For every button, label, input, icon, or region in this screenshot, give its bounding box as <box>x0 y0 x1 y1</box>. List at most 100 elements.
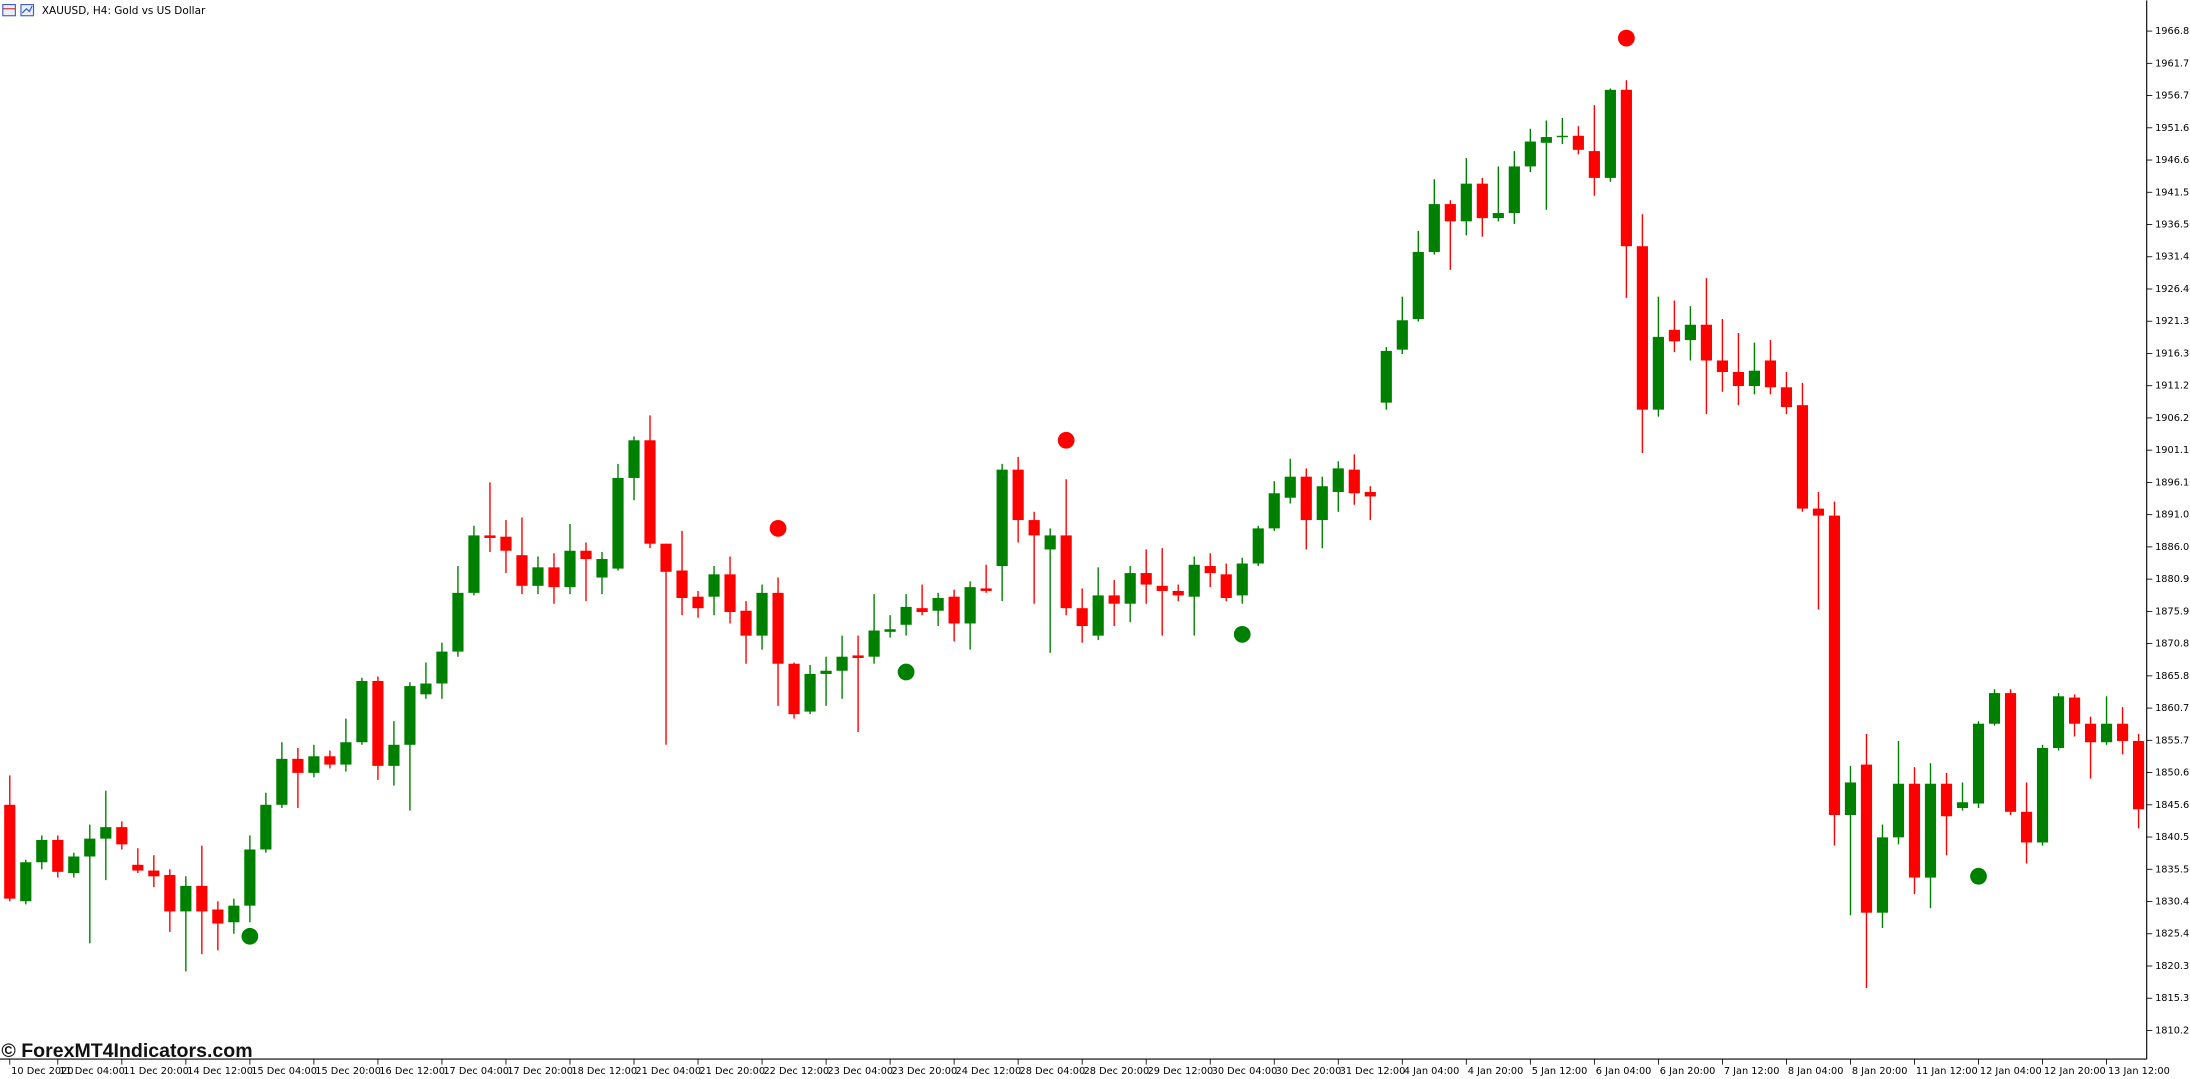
signal-dot <box>1057 431 1075 449</box>
candle-body <box>404 686 416 745</box>
candle-body <box>1348 469 1360 494</box>
candle-body <box>772 592 784 664</box>
candle-body <box>2084 723 2097 743</box>
candle-body <box>1604 89 1616 178</box>
candle-body <box>1428 204 1440 252</box>
signal-dot <box>1233 625 1251 643</box>
candle-body <box>1556 135 1568 138</box>
candle-body <box>676 570 688 598</box>
x-tick-label: 22 Dec 12:00 <box>763 1066 829 1077</box>
candle-body <box>1108 595 1120 604</box>
candle-body <box>1524 141 1536 167</box>
y-tick-label: 1880.95 <box>2155 574 2190 585</box>
x-tick-label: 30 Dec 04:00 <box>1212 1066 1278 1077</box>
y-tick-label: 1810.25 <box>2155 1025 2190 1036</box>
signal-dot <box>241 927 259 945</box>
x-tick-label: 4 Jan 20:00 <box>1468 1066 1524 1077</box>
candle-body <box>1668 329 1680 342</box>
candle-body <box>1188 564 1200 597</box>
candle-body <box>468 535 480 593</box>
x-tick-label: 31 Dec 12:00 <box>1340 1066 1406 1077</box>
y-tick-label: 1966.80 <box>2155 26 2190 37</box>
y-tick-label: 1956.70 <box>2155 91 2190 102</box>
x-tick-label: 23 Dec 04:00 <box>827 1066 893 1077</box>
y-tick-label: 1870.85 <box>2155 639 2190 650</box>
candle-body <box>868 630 880 657</box>
x-tick-label: 15 Dec 04:00 <box>251 1066 317 1077</box>
y-tick-label: 1911.25 <box>2155 381 2190 392</box>
candle-body <box>1492 213 1504 219</box>
x-tick-label: 4 Jan 04:00 <box>1404 1066 1460 1077</box>
x-tick-label: 13 Jan 12:00 <box>2108 1066 2170 1077</box>
candle-body <box>1204 566 1216 574</box>
candle-body <box>452 592 464 652</box>
x-tick-label: 6 Jan 20:00 <box>1660 1066 1716 1077</box>
candle-body <box>1636 246 1648 410</box>
signal-dot <box>897 663 915 681</box>
candle-body <box>1396 320 1408 350</box>
x-tick-label: 8 Jan 20:00 <box>1852 1066 1908 1077</box>
signal-dot <box>1618 29 1635 47</box>
candle-body <box>932 597 944 611</box>
candle-body <box>1540 137 1552 143</box>
candle-body <box>852 655 864 658</box>
candle-body <box>308 756 320 773</box>
candle-body <box>1700 324 1712 361</box>
y-tick-label: 1891.05 <box>2155 510 2190 521</box>
candle-body <box>532 567 544 586</box>
y-tick-label: 1941.55 <box>2155 187 2190 198</box>
x-tick-label: 8 Jan 04:00 <box>1788 1066 1844 1077</box>
x-tick-label: 10 Dec 2020 <box>11 1066 73 1077</box>
candle-body <box>1460 183 1472 222</box>
candle-body <box>1956 802 1969 808</box>
candle-body <box>900 606 912 625</box>
candle-body <box>1716 360 1729 372</box>
candle-body <box>20 862 32 902</box>
candle-body <box>724 574 736 613</box>
candle-body <box>1092 595 1104 636</box>
candle-body <box>1780 387 1793 408</box>
y-tick-label: 1845.60 <box>2155 800 2190 811</box>
y-tick-label: 1830.45 <box>2155 897 2190 908</box>
x-tick-label: 21 Dec 20:00 <box>699 1066 765 1077</box>
y-tick-label: 1875.90 <box>2155 606 2190 617</box>
candle-body <box>52 839 64 872</box>
candle-body <box>1060 535 1072 609</box>
candle-body <box>1332 468 1344 492</box>
candle-body <box>164 875 176 912</box>
candle-body <box>1076 608 1088 627</box>
x-tick-label: 12 Jan 20:00 <box>2044 1066 2106 1077</box>
candle-body <box>1236 563 1248 596</box>
signal-dot <box>769 520 787 537</box>
candle-body <box>660 543 672 572</box>
candle-body <box>1028 520 1040 536</box>
candle-body <box>116 827 128 845</box>
candle-body <box>1172 590 1184 596</box>
candle-body <box>1796 405 1809 509</box>
x-tick-label: 15 Dec 20:00 <box>315 1066 381 1077</box>
y-tick-label: 1855.70 <box>2155 735 2190 746</box>
candle-body <box>548 567 560 588</box>
y-tick-label: 1815.30 <box>2155 993 2190 1004</box>
candle-body <box>1924 783 1937 878</box>
candle-body <box>1364 491 1376 497</box>
x-tick-label: 12 Jan 04:00 <box>1980 1066 2042 1077</box>
signal-dot <box>1970 867 1987 885</box>
candle-body <box>1908 783 1921 878</box>
x-tick-label: 6 Jan 04:00 <box>1596 1066 1652 1077</box>
candle-body <box>2004 693 2017 812</box>
candle-body <box>436 651 448 684</box>
x-tick-label: 17 Dec 04:00 <box>443 1066 509 1077</box>
candle-body <box>1732 371 1745 387</box>
y-tick-label: 1926.40 <box>2155 284 2190 295</box>
y-tick-label: 1916.30 <box>2155 348 2190 359</box>
candle-body <box>100 827 112 839</box>
candle-body <box>644 440 656 544</box>
candle-body <box>1252 528 1264 564</box>
candle-body <box>596 559 608 578</box>
candle-body <box>804 673 816 712</box>
candle-body <box>916 608 928 613</box>
candle-body <box>484 535 496 538</box>
x-tick-label: 28 Dec 04:00 <box>1020 1066 1086 1077</box>
